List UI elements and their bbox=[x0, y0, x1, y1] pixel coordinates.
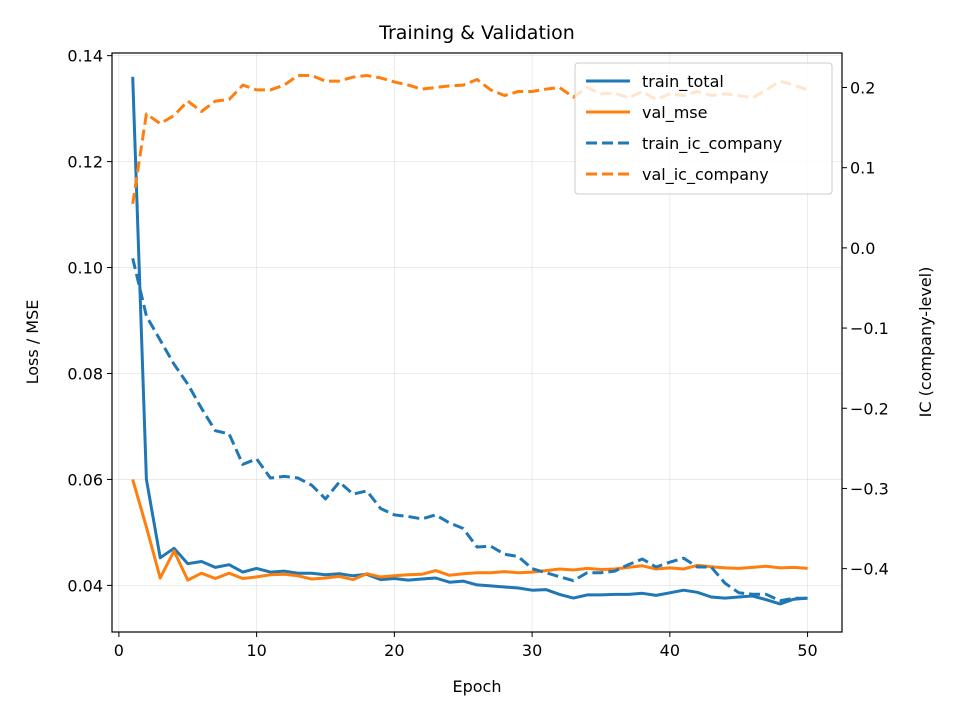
plot-frame bbox=[111, 52, 843, 633]
y-right-tick-label: 0.2 bbox=[850, 78, 875, 97]
y-left-tick-label: 0.08 bbox=[67, 364, 103, 383]
legend-label-val-ic-company: val_ic_company bbox=[642, 165, 769, 185]
y-right-tick-label: 0.1 bbox=[850, 159, 875, 178]
legend: train_total val_mse train_ic_company val_ic… bbox=[574, 62, 833, 195]
x-tick-label: 20 bbox=[384, 641, 404, 660]
y-right-tick-label: −0.3 bbox=[850, 479, 889, 498]
x-tick-label: 0 bbox=[114, 641, 124, 660]
x-tick-label: 30 bbox=[522, 641, 542, 660]
y-left-tick-label: 0.10 bbox=[67, 259, 103, 278]
y-right-tick-label: −0.1 bbox=[850, 319, 889, 338]
y-axis-right-title: IC (company-level) bbox=[916, 267, 935, 418]
legend-box bbox=[574, 62, 833, 195]
y-right-tick-label: 0.0 bbox=[850, 239, 875, 258]
x-tick-label: 50 bbox=[797, 641, 817, 660]
ticks: 0 10 20 30 40 50 0.04 0.06 0.08 0.10 0.12 0.14 −0.4 −… bbox=[67, 47, 888, 660]
y-right-tick-label: −0.4 bbox=[850, 560, 889, 579]
legend-label-train-ic-company: train_ic_company bbox=[642, 134, 782, 154]
y-right-tick-label: −0.2 bbox=[850, 399, 889, 418]
x-tick-label: 40 bbox=[660, 641, 680, 660]
x-axis-title: Epoch bbox=[453, 677, 502, 696]
y-left-tick-label: 0.12 bbox=[67, 153, 103, 172]
y-left-tick-label: 0.06 bbox=[67, 470, 103, 489]
y-axis-left-title: Loss / MSE bbox=[23, 300, 42, 385]
legend-label-train-total: train_total bbox=[642, 72, 724, 92]
y-left-tick-label: 0.04 bbox=[67, 576, 103, 595]
series-line-val-mse bbox=[131, 478, 808, 582]
legend-label-val-mse: val_mse bbox=[642, 103, 707, 123]
x-tick-label: 10 bbox=[246, 641, 266, 660]
series-line-train-total bbox=[131, 76, 808, 606]
chart-title: Training & Validation bbox=[378, 22, 575, 44]
y-left-tick-label: 0.14 bbox=[67, 47, 103, 66]
series-layer bbox=[131, 74, 809, 606]
series-line-train-ic-company bbox=[131, 257, 808, 603]
